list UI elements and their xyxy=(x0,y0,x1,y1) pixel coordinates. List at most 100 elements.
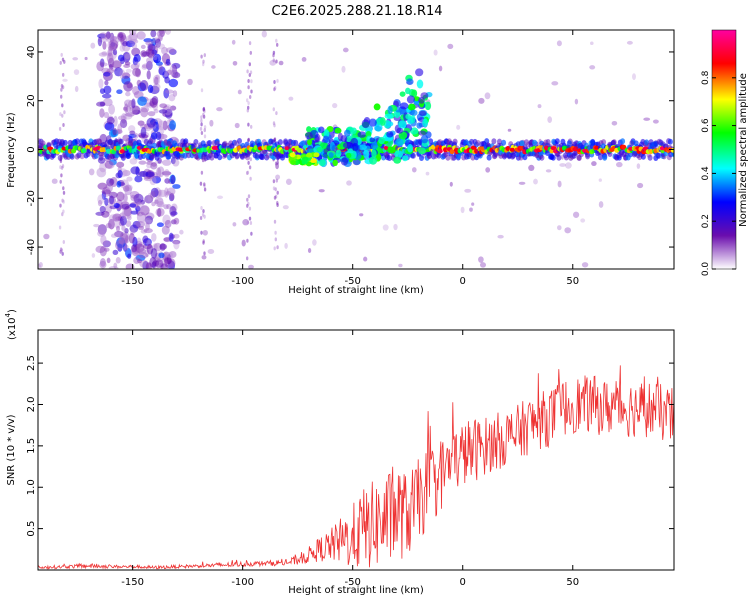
heatmap-cell xyxy=(234,122,240,129)
heatmap-cell xyxy=(152,74,161,86)
heatmap-cell xyxy=(241,239,246,247)
snr-y-axis-label: SNR (10 * v/v) xyxy=(6,414,17,485)
heatmap-cell xyxy=(249,70,253,75)
heatmap-cell xyxy=(108,104,115,115)
heatmap-cell xyxy=(163,204,169,210)
y-tick-label: 1.5 xyxy=(26,438,37,454)
heatmap-cell xyxy=(307,138,313,146)
heatmap-cell xyxy=(84,56,88,61)
heatmap-cell xyxy=(374,123,383,132)
heatmap-cell xyxy=(103,111,110,119)
heatmap-cell xyxy=(387,146,396,154)
heatmap-cell xyxy=(411,89,418,98)
heatmap-cell xyxy=(247,122,250,127)
heatmap-cell xyxy=(342,47,349,53)
heatmap-cell xyxy=(491,138,497,145)
heatmap-cell xyxy=(478,256,484,263)
spectrogram-x-axis-label: Height of straight line (km) xyxy=(288,285,424,296)
heatmap-cell xyxy=(118,237,129,245)
heatmap-cell xyxy=(136,31,146,40)
heatmap-cell xyxy=(410,114,416,124)
heatmap-cell xyxy=(100,234,107,245)
heatmap-cell xyxy=(115,145,121,151)
heatmap-cell xyxy=(97,230,106,237)
heatmap-cell xyxy=(118,138,124,145)
heatmap-cell xyxy=(399,91,406,97)
y-tick-label: -40 xyxy=(26,239,37,255)
heatmap-cell xyxy=(156,30,161,37)
heatmap-cell xyxy=(335,149,342,158)
heatmap-cell xyxy=(274,230,277,235)
heatmap-cell xyxy=(61,198,64,203)
heatmap-cell xyxy=(410,152,416,159)
heatmap-cell xyxy=(169,65,177,76)
heatmap-cell xyxy=(121,193,128,205)
heatmap-cell xyxy=(537,104,542,109)
heatmap-cell xyxy=(165,251,173,259)
heatmap-cell xyxy=(164,219,172,229)
heatmap-cell xyxy=(157,189,168,198)
heatmap-cell xyxy=(99,258,106,267)
heatmap-cell xyxy=(216,195,224,200)
heatmap-cell xyxy=(249,157,252,162)
heatmap-cell xyxy=(316,146,323,153)
heatmap-cell xyxy=(565,162,572,169)
heatmap-cell xyxy=(532,139,538,146)
heatmap-cell xyxy=(158,189,163,197)
heatmap-cell xyxy=(652,119,659,124)
heatmap-cell xyxy=(146,70,151,80)
heatmap-cell xyxy=(306,152,313,158)
heatmap-cell xyxy=(120,118,128,129)
heatmap-cell xyxy=(97,194,105,205)
heatmap-cell xyxy=(112,49,118,56)
heatmap-cell xyxy=(139,80,149,91)
heatmap-cell xyxy=(346,152,352,159)
heatmap-cell xyxy=(250,231,253,236)
heatmap-cell xyxy=(341,65,346,73)
heatmap-cell xyxy=(557,225,562,231)
heatmap-cell xyxy=(474,141,479,148)
heatmap-cell xyxy=(123,81,133,92)
heatmap-cell xyxy=(172,184,181,189)
heatmap-cell xyxy=(273,246,276,251)
heatmap-cell xyxy=(200,131,204,135)
heatmap-cell xyxy=(97,199,103,207)
heatmap-cell xyxy=(203,125,207,130)
heatmap-cell xyxy=(60,87,63,92)
heatmap-cell xyxy=(136,212,144,217)
heatmap-cell xyxy=(140,229,148,234)
heatmap-cell xyxy=(420,92,429,99)
heatmap-cell xyxy=(201,255,207,260)
heatmap-cell xyxy=(124,61,131,66)
heatmap-cell xyxy=(133,193,144,204)
heatmap-cell xyxy=(273,219,277,224)
heatmap-cell xyxy=(139,259,149,268)
heatmap-cell xyxy=(138,248,147,254)
heatmap-cell xyxy=(123,208,133,216)
heatmap-cell xyxy=(598,178,602,182)
heatmap-cell xyxy=(96,61,105,72)
heatmap-cell xyxy=(554,138,560,145)
heatmap-cell xyxy=(422,118,428,128)
heatmap-cell xyxy=(140,50,147,58)
heatmap-cell xyxy=(373,103,381,111)
heatmap-cell xyxy=(158,252,165,259)
heatmap-cell xyxy=(115,257,121,264)
heatmap-cell xyxy=(140,44,146,50)
heatmap-cell xyxy=(113,202,120,209)
heatmap-cell xyxy=(135,68,141,78)
heatmap-cell xyxy=(247,79,250,83)
heatmap-cell xyxy=(111,59,120,67)
heatmap-cell xyxy=(284,242,288,249)
heatmap-cell xyxy=(598,201,604,208)
heatmap-cell xyxy=(211,65,216,69)
heatmap-cell xyxy=(158,66,166,76)
heatmap-cell xyxy=(246,69,249,74)
heatmap-cell xyxy=(419,155,424,161)
heatmap-cell xyxy=(533,178,538,185)
x-tick-label: 50 xyxy=(566,276,579,287)
heatmap-cell xyxy=(510,153,515,160)
heatmap-cell xyxy=(168,232,174,242)
heatmap-cell xyxy=(200,206,203,210)
